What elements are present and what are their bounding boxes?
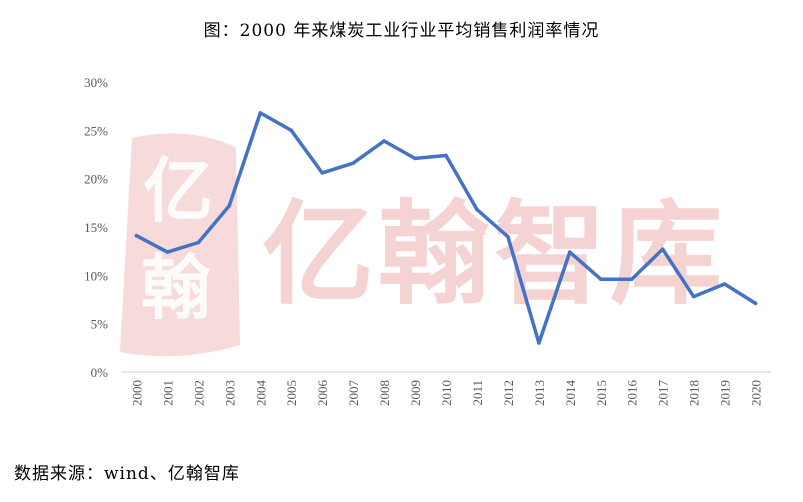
data-point bbox=[351, 161, 355, 165]
x-tick-label: 2000 bbox=[129, 380, 144, 406]
y-tick-label: 5% bbox=[91, 317, 109, 332]
watermark-badge bbox=[120, 133, 240, 357]
y-tick-label: 30% bbox=[84, 75, 108, 90]
data-point bbox=[660, 247, 665, 252]
x-tick-label: 2016 bbox=[625, 380, 640, 407]
x-axis-ticks: 2000 2001 2002 2003 2004 2005 2006 2007 2008 2009… bbox=[129, 380, 763, 407]
x-tick-label: 2004 bbox=[253, 380, 268, 407]
watermark-text: 亿翰智库 bbox=[262, 190, 726, 320]
y-tick-label: 10% bbox=[84, 268, 108, 283]
y-tick-label: 25% bbox=[84, 123, 108, 138]
data-point bbox=[475, 207, 479, 212]
data-point bbox=[134, 233, 139, 238]
x-tick-label: 2008 bbox=[377, 380, 392, 406]
data-point bbox=[506, 234, 510, 239]
x-tick-label: 2001 bbox=[160, 380, 175, 406]
watermark: 亿 翰 亿翰智库 bbox=[120, 133, 726, 357]
x-tick-label: 2013 bbox=[532, 380, 547, 406]
data-point bbox=[382, 139, 386, 143]
data-point bbox=[413, 156, 417, 161]
watermark-badge-char: 翰 bbox=[141, 247, 211, 329]
x-tick-label: 2017 bbox=[656, 380, 671, 407]
x-tick-label: 2015 bbox=[594, 380, 609, 406]
x-tick-label: 2005 bbox=[284, 380, 299, 406]
data-point bbox=[289, 128, 294, 133]
source-note: 数据来源：wind、亿翰智库 bbox=[14, 464, 240, 484]
watermark-badge-char: 亿 bbox=[143, 150, 213, 232]
y-tick-label: 0% bbox=[91, 365, 109, 380]
x-tick-label: 2002 bbox=[191, 380, 206, 406]
data-point bbox=[196, 240, 201, 245]
x-tick-label: 2006 bbox=[315, 380, 330, 407]
data-point bbox=[568, 250, 572, 254]
data-point bbox=[165, 250, 170, 254]
data-point bbox=[598, 277, 603, 282]
data-point bbox=[444, 153, 448, 158]
x-tick-label: 2003 bbox=[222, 380, 237, 406]
data-point bbox=[320, 171, 324, 175]
chart-title: 图：2000 年来煤炭工业行业平均销售利润率情况 bbox=[203, 21, 600, 41]
x-tick-label: 2009 bbox=[408, 380, 423, 406]
x-tick-label: 2007 bbox=[346, 380, 361, 407]
x-tick-label: 2019 bbox=[718, 380, 733, 406]
x-tick-label: 2011 bbox=[470, 380, 485, 406]
series-group bbox=[134, 111, 758, 345]
data-point bbox=[722, 282, 727, 286]
y-axis-ticks: 0% 5% 10% 15% 20% 25% 30% bbox=[84, 75, 108, 380]
y-tick-label: 15% bbox=[84, 220, 108, 235]
x-tick-label: 2014 bbox=[563, 380, 578, 407]
data-point bbox=[258, 111, 263, 115]
x-tick-label: 2010 bbox=[439, 380, 454, 406]
x-tick-label: 2020 bbox=[749, 380, 764, 406]
data-point bbox=[629, 277, 634, 282]
data-point bbox=[537, 341, 541, 345]
x-tick-label: 2012 bbox=[501, 380, 516, 406]
data-point bbox=[753, 301, 758, 306]
x-tick-label: 2018 bbox=[687, 380, 702, 406]
y-tick-label: 20% bbox=[84, 172, 108, 187]
data-point bbox=[691, 294, 696, 299]
data-point bbox=[227, 203, 232, 208]
